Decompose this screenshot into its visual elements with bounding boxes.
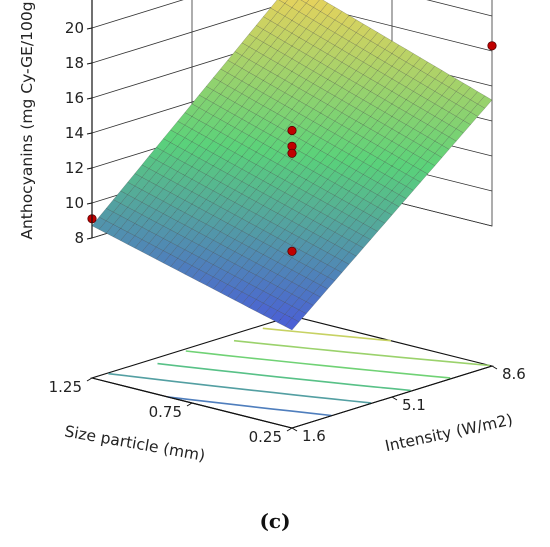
size-tick-label: 1.25 (49, 378, 82, 396)
z-tick-label: 16 (65, 89, 84, 107)
z-tick (86, 237, 93, 240)
surface-cell (477, 95, 493, 109)
intensity-tick-label: 8.6 (502, 365, 526, 383)
size-tick (186, 402, 193, 407)
figure-caption: (c) (259, 509, 290, 533)
z-tick (86, 97, 93, 100)
z-tick (86, 27, 93, 30)
z-tick (86, 202, 93, 205)
wall-gridline (91, 0, 493, 29)
intensity-tick (391, 396, 398, 401)
z-tick-label: 14 (65, 124, 84, 142)
contour-line (185, 350, 451, 379)
intensity-tick (491, 365, 498, 370)
intensity-tick-label: 1.6 (302, 427, 326, 445)
z-tick (86, 62, 93, 65)
z-tick-label: 18 (65, 54, 84, 72)
contour-line (233, 339, 490, 367)
contour-line (167, 396, 332, 417)
intensity-axis-title: Intensity (W/m2) (384, 411, 515, 456)
intensity-tick-label: 5.1 (402, 396, 426, 414)
z-tick-label: 8 (74, 229, 84, 247)
size-tick-label: 0.75 (149, 403, 182, 421)
z-tick-label: 22 (65, 0, 84, 2)
intensity-tick (291, 427, 298, 432)
design-point (287, 148, 297, 158)
contour-line (108, 372, 372, 404)
z-tick (86, 132, 93, 135)
z-tick-label: 10 (65, 194, 84, 212)
z-tick (86, 167, 93, 170)
size-tick-label: 0.25 (249, 428, 282, 446)
design-point (287, 246, 297, 256)
response-surface (91, 0, 493, 331)
size-tick (286, 427, 293, 432)
chart-axes (86, 0, 498, 432)
contour-line (262, 327, 391, 342)
z-axis-title: Anthocyanins (mg Cy-GE/100g) (18, 0, 36, 240)
design-point (287, 125, 297, 136)
size-axis-title: Size particle (mm) (63, 422, 206, 464)
z-tick-label: 12 (65, 159, 84, 177)
size-tick (86, 377, 93, 382)
contour-line (157, 362, 411, 392)
z-tick-label: 20 (65, 19, 84, 37)
design-point (487, 41, 497, 51)
